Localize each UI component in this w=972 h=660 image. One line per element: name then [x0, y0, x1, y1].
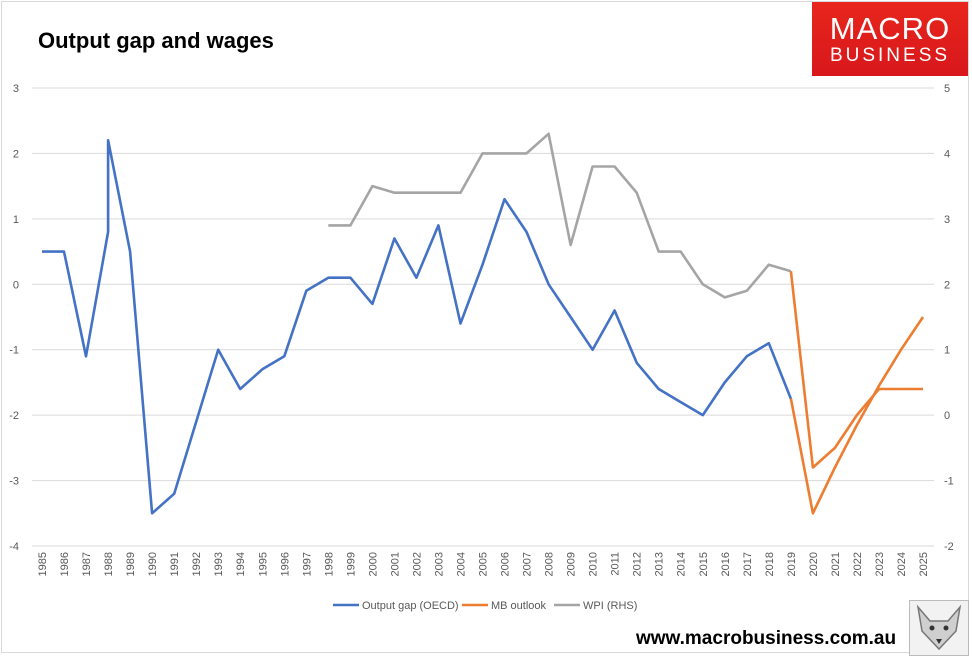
chart-title: Output gap and wages [38, 28, 274, 53]
x-axis-tick-label: 2006 [500, 552, 512, 576]
x-axis-tick-label: 2001 [389, 552, 401, 576]
right-axis-tick-label: 0 [944, 410, 950, 422]
x-axis-tick-label: 2019 [786, 552, 798, 576]
right-axis-tick-label: -1 [944, 476, 954, 488]
series-lines [42, 132, 925, 515]
x-axis-ticks: 1985 1986 1987 1988 1989 1990 1991 1992 1993 1994… [37, 552, 930, 576]
fox-icon-graphic [916, 604, 962, 651]
x-axis-tick-label: 2021 [830, 552, 842, 576]
website-url: www.macrobusiness.com.au [636, 628, 897, 649]
right-axis-ticks: -2 -1 0 1 2 3 4 5 [944, 83, 954, 553]
x-axis-tick-label: 2008 [544, 552, 556, 576]
right-axis-tick-label: 5 [944, 83, 950, 95]
x-axis-tick-label: 2004 [455, 552, 467, 576]
legend-label: WPI (RHS) [583, 600, 637, 612]
x-axis-tick-label: 2022 [852, 552, 864, 576]
legend-label: Output gap (OECD) [362, 600, 459, 612]
mb-outlook-line [789, 316, 925, 515]
left-axis-tick-label: -2 [9, 410, 19, 422]
fox-mascot-icon [909, 600, 969, 656]
left-axis-tick-label: -1 [9, 345, 19, 357]
left-axis-ticks: -4 -3 -2 -1 0 1 2 3 [9, 83, 19, 553]
right-axis-tick-label: -2 [944, 541, 954, 553]
macrobusiness-logo: MACRO BUSINESS [812, 2, 968, 76]
legend: Output gap (OECD) MB outlook WPI (RHS) [333, 600, 637, 612]
left-axis-tick-label: 0 [13, 279, 19, 291]
x-axis-tick-label: 2015 [698, 552, 710, 576]
mb-outlook-wpi-line [789, 271, 923, 469]
x-axis-tick-label: 1986 [59, 552, 71, 576]
left-axis-tick-label: 3 [13, 83, 19, 95]
x-axis-tick-label: 1989 [125, 552, 137, 576]
x-axis-tick-label: 1998 [323, 552, 335, 576]
right-axis-tick-label: 2 [944, 279, 950, 291]
right-axis-tick-label: 1 [944, 345, 950, 357]
logo-line-1: MACRO [829, 11, 951, 46]
x-axis-tick-label: 1996 [279, 552, 291, 576]
x-axis-tick-label: 2025 [918, 552, 930, 576]
x-axis-tick-label: 1985 [37, 552, 49, 576]
x-axis-tick-label: 1990 [147, 552, 159, 576]
x-axis-tick-label: 1994 [235, 552, 247, 576]
right-axis-tick-label: 4 [944, 148, 950, 160]
x-axis-tick-label: 2010 [588, 552, 600, 576]
x-axis-tick-label: 2003 [433, 552, 445, 576]
right-axis-tick-label: 3 [944, 214, 950, 226]
x-axis-tick-label: 2002 [411, 552, 423, 576]
x-axis-tick-label: 2005 [478, 552, 490, 576]
x-axis-tick-label: 2000 [367, 552, 379, 576]
x-axis-tick-label: 2017 [742, 552, 754, 576]
left-axis-tick-label: 1 [13, 214, 19, 226]
x-axis-tick-label: 2014 [676, 552, 688, 576]
x-axis-tick-label: 2007 [522, 552, 534, 576]
gridlines [32, 87, 934, 547]
x-axis-tick-label: 2009 [566, 552, 578, 576]
x-axis-tick-label: 1991 [169, 552, 181, 576]
x-axis-tick-label: 2018 [764, 552, 776, 576]
output-gap-oecd-line [42, 139, 793, 515]
left-axis-tick-label: 2 [13, 148, 19, 160]
x-axis-tick-label: 2012 [632, 552, 644, 576]
x-axis-tick-label: 2013 [654, 552, 666, 576]
x-axis-tick-label: 2023 [874, 552, 886, 576]
left-axis-tick-label: -3 [9, 476, 19, 488]
x-axis-tick-label: 1992 [191, 552, 203, 576]
x-axis-tick-label: 1997 [301, 552, 313, 576]
x-axis-tick-label: 1999 [345, 552, 357, 576]
x-axis-tick-label: 2011 [610, 552, 622, 576]
legend-label: MB outlook [491, 600, 547, 612]
x-axis-tick-label: 2024 [896, 552, 908, 576]
x-axis-tick-label: 2016 [720, 552, 732, 576]
x-axis-tick-label: 1995 [257, 552, 269, 576]
x-axis-tick-label: 1988 [103, 552, 115, 576]
wpi-rhs-line [328, 132, 792, 299]
x-axis-tick-label: 2020 [808, 552, 820, 576]
x-axis-tick-label: 1993 [213, 552, 225, 576]
left-axis-tick-label: -4 [9, 541, 19, 553]
x-axis-tick-label: 1987 [81, 552, 93, 576]
logo-line-2: BUSINESS [829, 45, 951, 66]
